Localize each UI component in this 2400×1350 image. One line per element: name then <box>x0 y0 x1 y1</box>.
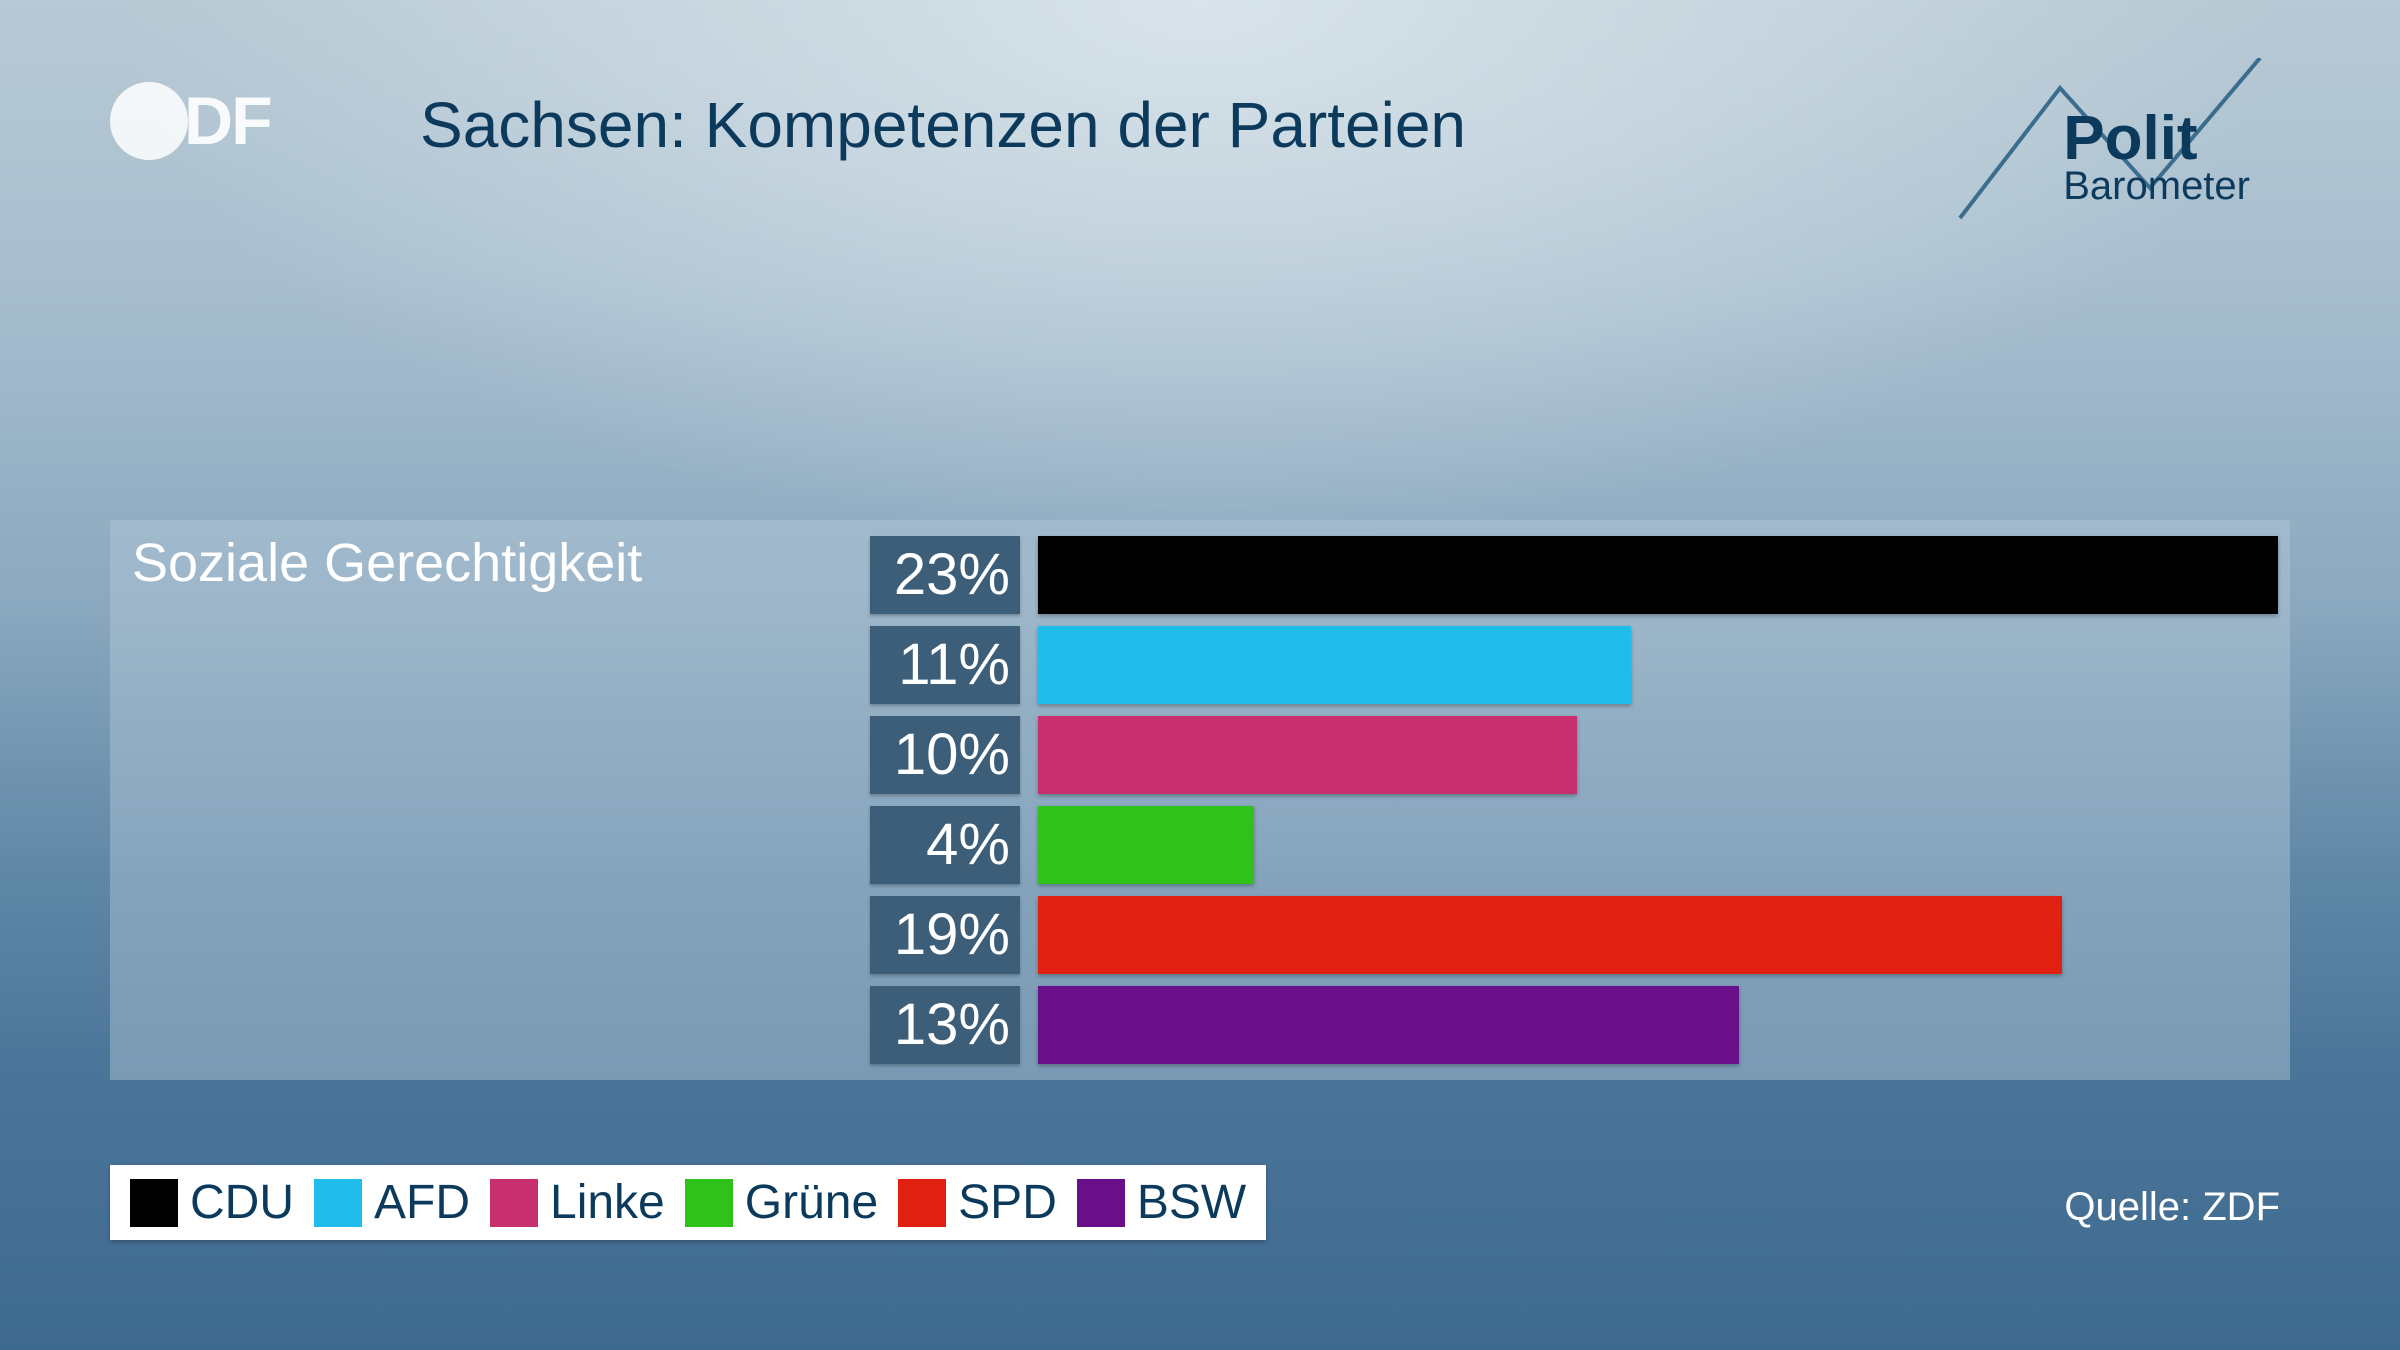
bar-value-label: 13% <box>870 986 1020 1064</box>
legend-swatch <box>685 1179 733 1227</box>
bar-cdu <box>1038 536 2278 614</box>
bar-value-label: 4% <box>870 806 1020 884</box>
legend-item: BSW <box>1077 1175 1246 1230</box>
zdf-logo-text: DF <box>184 82 271 160</box>
bar-value-label: 23% <box>870 536 1020 614</box>
bar-linke <box>1038 716 1577 794</box>
chart-row: 11% <box>110 626 2278 704</box>
legend-label: BSW <box>1137 1175 1246 1230</box>
chart-row: 13% <box>110 986 2278 1064</box>
legend-swatch <box>898 1179 946 1227</box>
bar-track <box>1038 626 2278 704</box>
legend-item: CDU <box>130 1175 294 1230</box>
legend-item: Linke <box>490 1175 665 1230</box>
bar-value-label: 10% <box>870 716 1020 794</box>
legend-label: Grüne <box>745 1175 878 1230</box>
source-text: Quelle: ZDF <box>2064 1185 2280 1230</box>
politbarometer-logo: Polit Barometer <box>2063 108 2250 209</box>
bar-track <box>1038 986 2278 1064</box>
legend-swatch <box>314 1179 362 1227</box>
bar-spd <box>1038 896 2062 974</box>
legend-label: Linke <box>550 1175 665 1230</box>
bar-afd <box>1038 626 1631 704</box>
bar-grüne <box>1038 806 1254 884</box>
chart-rows: 23% 11% 10% 4% 19% 13% <box>110 530 2290 1070</box>
legend-item: Grüne <box>685 1175 878 1230</box>
bar-track <box>1038 806 2278 884</box>
legend-label: CDU <box>190 1175 294 1230</box>
legend-label: SPD <box>958 1175 1057 1230</box>
legend-swatch <box>490 1179 538 1227</box>
bar-track <box>1038 536 2278 614</box>
bar-value-label: 11% <box>870 626 1020 704</box>
chart-row: 10% <box>110 716 2278 794</box>
chart-panel: Soziale Gerechtigkeit 23% 11% 10% 4% 19% 13% <box>110 520 2290 1080</box>
chart-category-label: Soziale Gerechtigkeit <box>132 532 642 594</box>
header: DF Sachsen: Kompetenzen der Parteien Pol… <box>0 78 2400 198</box>
zdf-logo: DF <box>110 82 271 160</box>
legend-item: AFD <box>314 1175 470 1230</box>
chart-row: 19% <box>110 896 2278 974</box>
bar-value-label: 19% <box>870 896 1020 974</box>
legend-label: AFD <box>374 1175 470 1230</box>
legend-swatch <box>130 1179 178 1227</box>
bar-track <box>1038 896 2278 974</box>
bar-bsw <box>1038 986 1739 1064</box>
bar-track <box>1038 716 2278 794</box>
politbarometer-title: Polit <box>2063 108 2250 170</box>
legend-swatch <box>1077 1179 1125 1227</box>
legend-item: SPD <box>898 1175 1057 1230</box>
chart-row: 4% <box>110 806 2278 884</box>
page-title: Sachsen: Kompetenzen der Parteien <box>420 88 1466 162</box>
politbarometer-subtitle: Barometer <box>2063 164 2250 209</box>
zdf-logo-circle <box>110 82 188 160</box>
legend: CDU AFD Linke Grüne SPD BSW <box>110 1165 1266 1240</box>
